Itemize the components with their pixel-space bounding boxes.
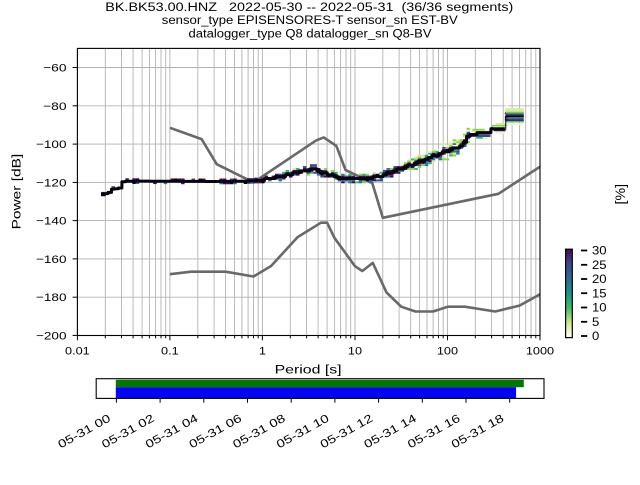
svg-text:sensor_type EPISENSORES-T sens: sensor_type EPISENSORES-T sensor_sn EST-… — [162, 15, 458, 27]
svg-text:−80: −80 — [43, 101, 66, 113]
svg-text:25: 25 — [592, 260, 607, 272]
svg-text:1: 1 — [259, 346, 266, 358]
svg-text:10: 10 — [592, 303, 607, 315]
svg-text:Power [dB]: Power [dB] — [10, 154, 24, 230]
svg-text:0: 0 — [592, 331, 599, 343]
svg-text:−200: −200 — [36, 330, 67, 342]
svg-text:5: 5 — [592, 317, 599, 329]
svg-text:0.01: 0.01 — [65, 346, 90, 358]
svg-text:20: 20 — [592, 274, 607, 286]
svg-text:−60: −60 — [43, 63, 66, 75]
svg-text:15: 15 — [592, 288, 607, 300]
svg-text:30: 30 — [592, 246, 607, 258]
svg-text:−180: −180 — [36, 292, 67, 304]
svg-text:1000: 1000 — [526, 346, 554, 358]
svg-text:0.1: 0.1 — [161, 346, 179, 358]
svg-text:100: 100 — [437, 346, 458, 358]
svg-text:−160: −160 — [36, 254, 67, 266]
svg-text:Period [s]: Period [s] — [275, 363, 342, 377]
svg-text:−120: −120 — [36, 177, 67, 189]
svg-text:BK.BK53.00.HNZ 2022-05-30 --: BK.BK53.00.HNZ 2022-05-30 -- 2022-05-31 … — [105, 2, 513, 14]
svg-text:−140: −140 — [36, 216, 67, 228]
svg-text:datalogger_type Q8 datalogger_: datalogger_type Q8 datalogger_sn Q8-BV — [189, 28, 432, 40]
svg-text:10: 10 — [348, 346, 362, 358]
svg-text:−100: −100 — [36, 139, 67, 151]
svg-text:[%]: [%] — [613, 184, 628, 205]
